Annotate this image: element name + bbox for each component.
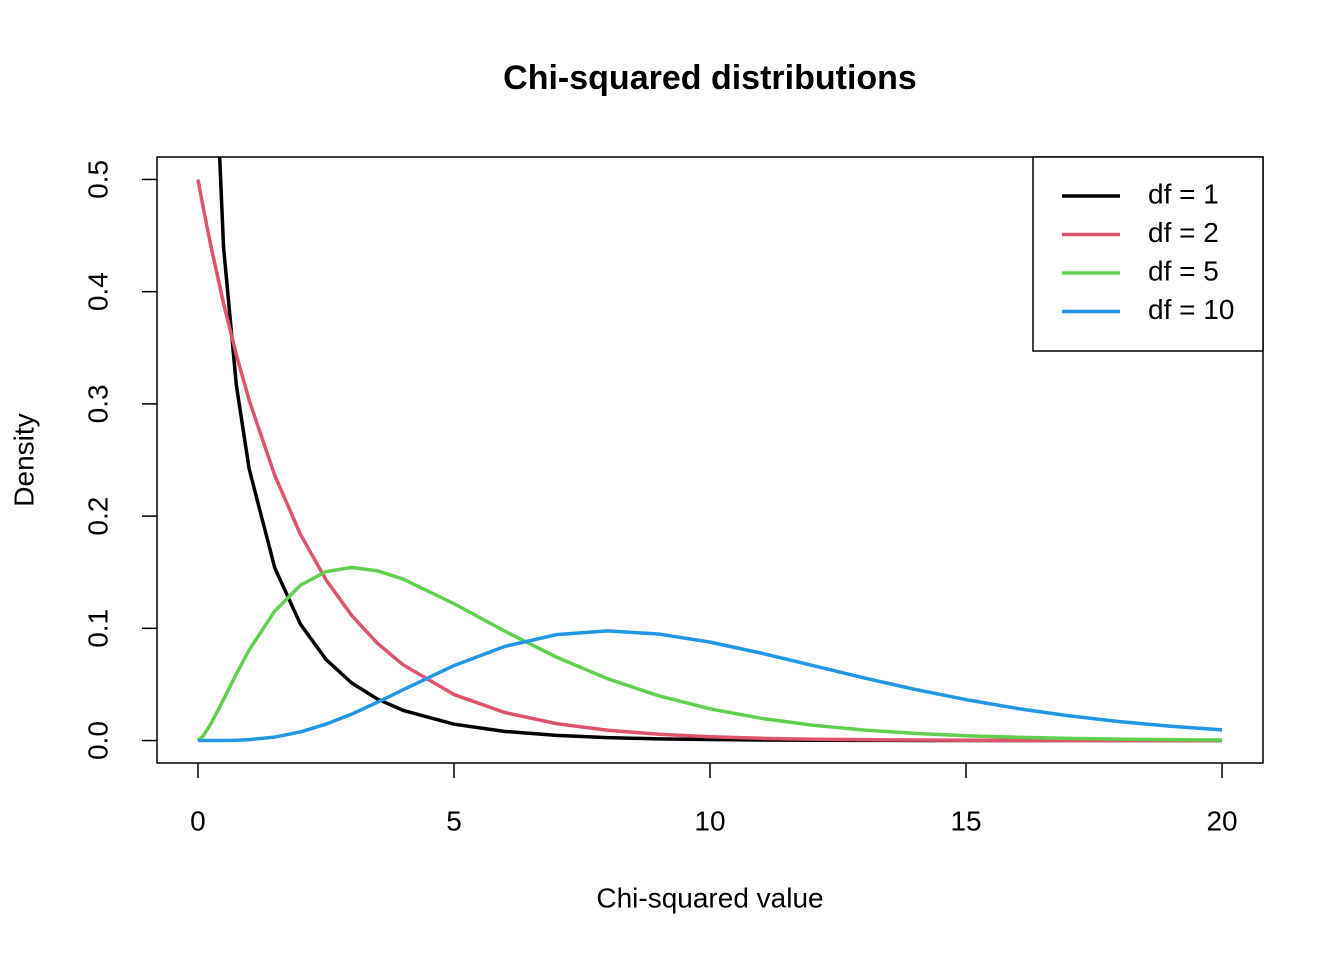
x-tick-label: 0 (190, 805, 206, 836)
legend-label: df = 5 (1148, 255, 1219, 286)
legend-box (1032, 156, 1264, 352)
x-tick-label: 5 (446, 805, 462, 836)
y-tick-label: 0.1 (82, 609, 113, 648)
series-line (196, 179, 1223, 743)
x-tick-label: 20 (1206, 805, 1237, 836)
series-line (197, 629, 1223, 743)
legend-label: df = 10 (1148, 294, 1234, 325)
x-tick-label: 10 (694, 805, 725, 836)
chart-title: Chi-squared distributions (503, 59, 917, 97)
series-line (196, 565, 1223, 742)
y-tick-label: 0.5 (82, 160, 113, 199)
x-axis-label: Chi-squared value (596, 882, 823, 913)
plot-area (196, 157, 1223, 743)
series-line (217, 157, 1223, 743)
legend-label: df = 1 (1148, 178, 1219, 209)
y-axis-label: Density (8, 413, 39, 506)
x-tick-label: 15 (950, 805, 981, 836)
y-tick-label: 0.2 (82, 497, 113, 536)
y-tick-label: 0.4 (82, 272, 113, 311)
legend-label: df = 2 (1148, 217, 1219, 248)
y-tick-label: 0.0 (82, 721, 113, 760)
y-tick-label: 0.3 (82, 384, 113, 423)
